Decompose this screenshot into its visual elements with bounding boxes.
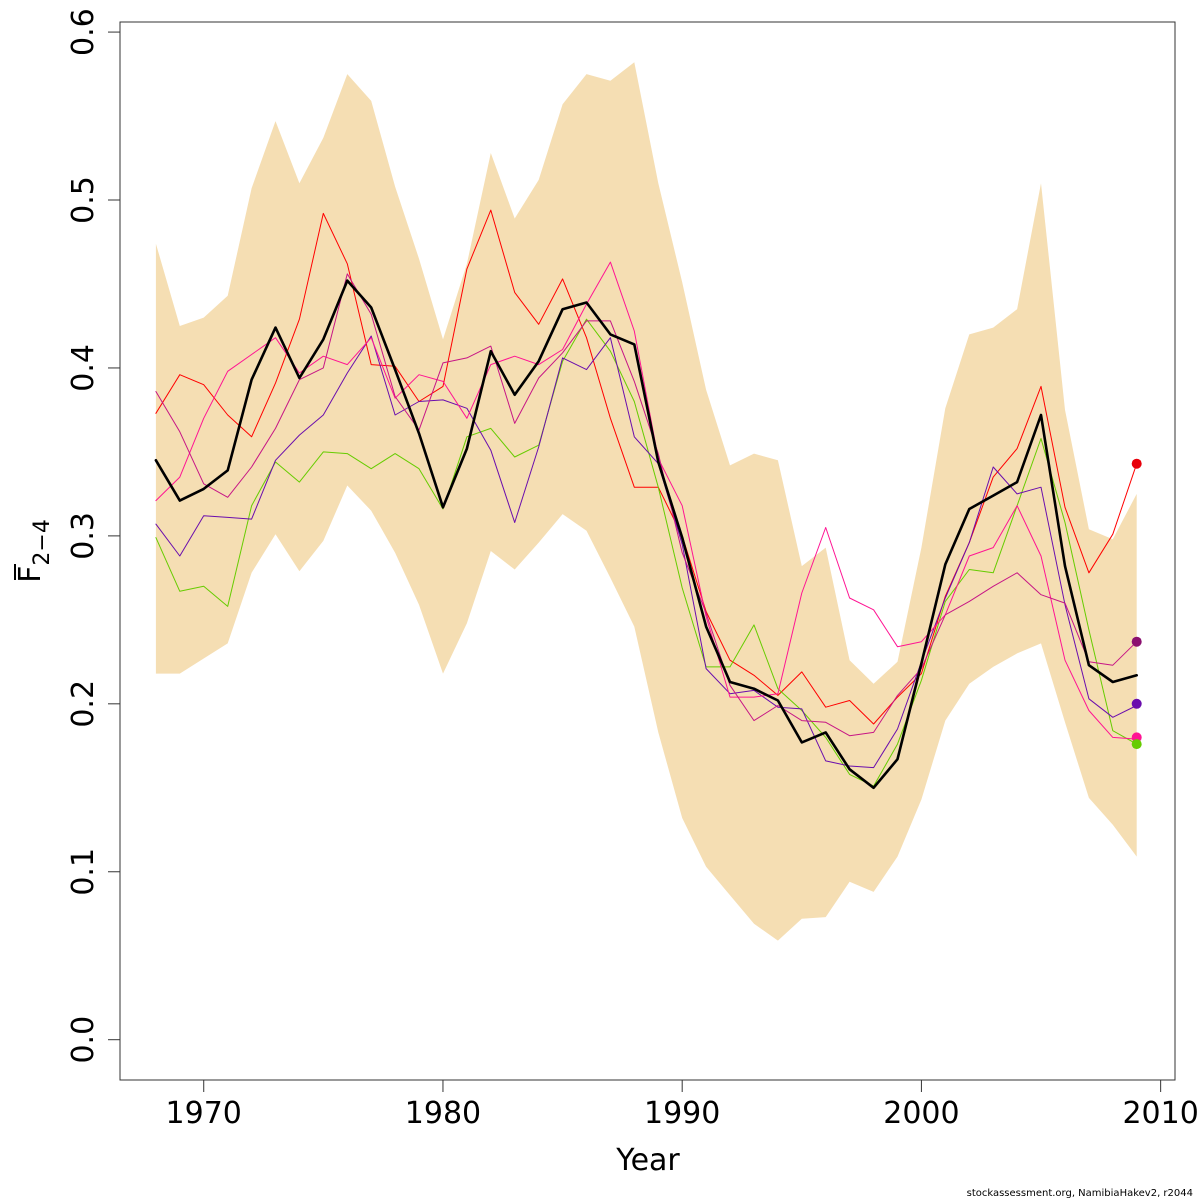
x-axis-title: Year (615, 1143, 680, 1178)
confidence-band-layer (155, 62, 1137, 941)
x-tick-label-1970: 1970 (166, 1096, 242, 1131)
end-point-1 (1131, 636, 1142, 647)
y-axis-title-main: F (13, 566, 48, 583)
x-axis: 1970 1980 1990 2000 2010 (166, 1079, 1199, 1131)
y-tick-label-3: 0.3 (66, 512, 101, 560)
y-tick-label-4: 0.4 (66, 344, 101, 392)
series-line-0 (154, 279, 1138, 790)
series-line-2 (155, 318, 1138, 787)
end-points-layer (1131, 458, 1142, 750)
end-point-4 (1131, 739, 1142, 750)
series-line-1 (155, 209, 1138, 725)
x-tick-label-2000: 2000 (883, 1096, 959, 1131)
y-tick-label-0: 0.0 (66, 1016, 101, 1064)
series-layer (154, 209, 1138, 790)
y-tick-label-1: 0.1 (66, 848, 101, 896)
y-tick-label-5: 0.5 (66, 176, 101, 224)
y-axis-title-subscript: 2−4 (30, 519, 55, 565)
series-line-4 (155, 261, 1138, 740)
x-tick-label-1990: 1990 (644, 1096, 720, 1131)
y-tick-label-6: 0.6 (66, 8, 101, 56)
series-line-5 (155, 273, 1138, 737)
y-tick-label-2: 0.2 (66, 680, 101, 728)
series-line-3 (155, 335, 1138, 769)
x-tick-label-2010: 2010 (1122, 1096, 1198, 1131)
y-axis: 0.0 0.1 0.2 0.3 0.4 0.5 0.6 (66, 8, 121, 1064)
svg-text:F2−4: F2−4 (13, 519, 55, 583)
y-axis-title: F2−4 (13, 519, 55, 583)
confidence-band (155, 62, 1137, 941)
credit-text: stockassessment.org, NamibiaHakev2, r204… (967, 1188, 1193, 1199)
end-point-2 (1131, 698, 1142, 709)
x-tick-label-1980: 1980 (405, 1096, 481, 1131)
end-point-0 (1131, 458, 1142, 469)
